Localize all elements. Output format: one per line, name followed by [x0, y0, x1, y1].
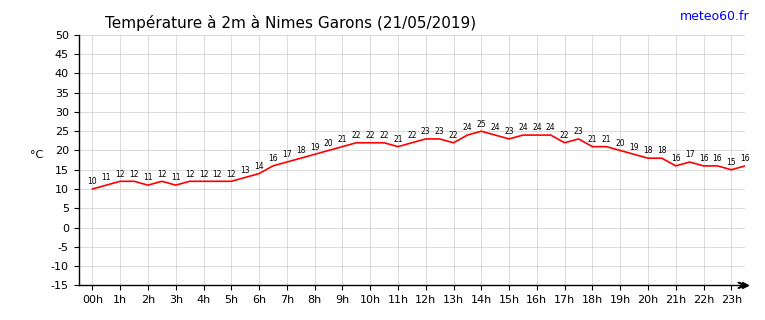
Text: 11: 11 — [102, 173, 111, 182]
Text: 22: 22 — [366, 131, 375, 140]
Text: 16: 16 — [671, 154, 681, 163]
Text: 16: 16 — [269, 154, 278, 163]
Text: 22: 22 — [352, 131, 361, 140]
Text: 21: 21 — [393, 135, 402, 144]
Text: 24: 24 — [546, 124, 555, 132]
Text: 24: 24 — [518, 124, 528, 132]
Text: Température à 2m à Nimes Garons (21/05/2019): Température à 2m à Nimes Garons (21/05/2… — [106, 15, 477, 31]
Text: 18: 18 — [296, 147, 305, 156]
Text: 16: 16 — [741, 154, 750, 163]
Text: 22: 22 — [407, 131, 417, 140]
Text: 22: 22 — [379, 131, 389, 140]
Text: 23: 23 — [421, 127, 431, 136]
Text: 12: 12 — [199, 170, 208, 179]
Text: 22: 22 — [449, 131, 458, 140]
Text: 12: 12 — [116, 170, 125, 179]
Text: 20: 20 — [615, 139, 625, 148]
Text: 20: 20 — [324, 139, 334, 148]
Text: 23: 23 — [574, 127, 584, 136]
Text: 14: 14 — [254, 162, 264, 171]
Text: 18: 18 — [643, 147, 653, 156]
Text: 12: 12 — [157, 170, 167, 179]
Y-axis label: °C: °C — [31, 150, 44, 160]
Text: 12: 12 — [226, 170, 236, 179]
Text: 23: 23 — [504, 127, 514, 136]
Text: 12: 12 — [129, 170, 138, 179]
Text: 21: 21 — [337, 135, 347, 144]
Text: 24: 24 — [532, 124, 542, 132]
Text: 24: 24 — [463, 124, 472, 132]
Text: 18: 18 — [657, 147, 666, 156]
Text: 12: 12 — [185, 170, 194, 179]
Text: 13: 13 — [240, 166, 250, 175]
Text: 19: 19 — [630, 143, 639, 152]
Text: 17: 17 — [282, 150, 291, 159]
Text: 12: 12 — [213, 170, 222, 179]
Text: 19: 19 — [310, 143, 320, 152]
Text: 17: 17 — [685, 150, 695, 159]
Text: 16: 16 — [713, 154, 722, 163]
Text: 11: 11 — [143, 173, 153, 182]
Text: 21: 21 — [601, 135, 611, 144]
Text: 21: 21 — [588, 135, 597, 144]
Text: 15: 15 — [727, 158, 736, 167]
Text: 10: 10 — [88, 177, 97, 186]
Text: meteo60.fr: meteo60.fr — [680, 10, 750, 23]
Text: 11: 11 — [171, 173, 181, 182]
Text: 24: 24 — [490, 124, 500, 132]
Text: 23: 23 — [435, 127, 444, 136]
Text: 22: 22 — [560, 131, 569, 140]
Text: 16: 16 — [698, 154, 708, 163]
Text: 25: 25 — [477, 120, 486, 129]
